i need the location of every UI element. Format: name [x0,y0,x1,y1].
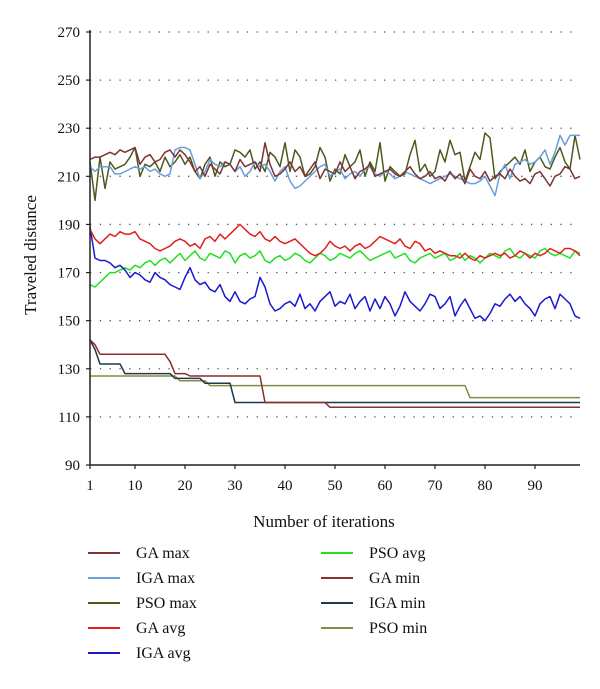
series-line-pso-min [90,375,580,399]
x-tick-label: 30 [228,478,243,494]
x-tick-labels: 1 10 20 30 40 50 60 70 80 90 [86,465,543,494]
x-tick-label: 40 [278,478,293,494]
series-line-pso-avg [89,247,581,288]
legend-label-pso-min: PSO min [369,620,427,637]
y-tick-label: 90 [65,458,80,474]
legend-label-pso-max: PSO max [136,595,197,612]
axes [89,30,580,466]
legend-label-iga-max: IGA max [136,570,195,587]
series-line-ga-max [89,141,581,187]
y-tick-label: 250 [58,73,81,89]
y-tick-labels: 90 110 130 150 170 190 210 230 250 270 [58,25,90,474]
series-line-iga-min [89,339,580,404]
series-line-ga-min [89,339,580,409]
legend-label-pso-avg: PSO avg [369,545,425,562]
series-layer [89,132,581,409]
legend-label-ga-min: GA min [369,570,420,587]
y-tick-label: 190 [58,217,81,233]
y-tick-label: 170 [58,266,81,282]
grid-lines [90,31,580,418]
legend-label-iga-min: IGA min [369,595,425,612]
y-tick-label: 130 [58,362,81,378]
x-tick-label: 60 [378,478,393,494]
x-tick-label: 50 [328,478,343,494]
y-tick-label: 110 [58,410,80,426]
x-tick-label: 70 [428,478,443,494]
x-tick-label: 20 [178,478,193,494]
y-axis-label: Traveled distance [21,195,40,315]
x-tick-label: 10 [128,478,143,494]
legend: GA max IGA max PSO max GA avg IGA avg PSO avg… [88,545,427,662]
legend-label-ga-avg: GA avg [136,620,185,637]
legend-label-iga-avg: IGA avg [136,645,191,662]
series-line-ga-avg [89,223,581,262]
y-tick-label: 210 [58,169,81,185]
x-tick-label: 80 [478,478,493,494]
y-tick-label: 270 [58,25,81,41]
x-tick-label: 90 [528,478,543,494]
y-tick-label: 150 [58,314,81,330]
series-line-iga-max [89,134,580,197]
x-axis-label: Number of iterations [253,512,395,531]
series-line-iga-avg [89,226,581,322]
y-tick-label: 230 [58,121,81,137]
legend-label-ga-max: GA max [136,545,190,562]
x-tick-label: 1 [86,478,94,494]
